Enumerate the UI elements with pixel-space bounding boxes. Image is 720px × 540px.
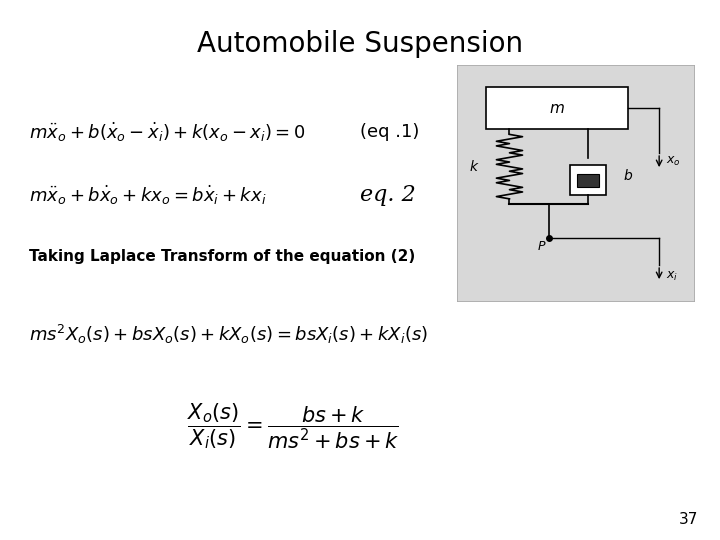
Bar (577, 174, 598, 187)
Bar (570, 165, 606, 195)
Text: eq. 2: eq. 2 (360, 185, 415, 206)
Text: Taking Laplace Transform of the equation (2): Taking Laplace Transform of the equation… (29, 249, 415, 264)
Text: $x_o$: $x_o$ (666, 155, 681, 168)
Bar (486, 87, 629, 129)
Text: $k$: $k$ (469, 159, 479, 174)
Text: $P$: $P$ (537, 240, 546, 253)
Text: $m$: $m$ (549, 100, 565, 116)
Text: $x_i$: $x_i$ (666, 271, 678, 284)
Text: $m\ddot{x}_o + b\dot{x}_o + kx_o = b\dot{x}_i + kx_i$: $m\ddot{x}_o + b\dot{x}_o + kx_o = b\dot… (29, 184, 266, 207)
Text: $ms^2X_o(s) + bsX_o(s) + kX_o(s) = bsX_i(s) + kX_i(s)$: $ms^2X_o(s) + bsX_o(s) + kX_o(s) = bsX_i… (29, 323, 428, 346)
Text: Automobile Suspension: Automobile Suspension (197, 30, 523, 58)
Text: $\dfrac{X_o(s)}{X_i(s)} = \dfrac{bs + k}{ms^2 + bs + k}$: $\dfrac{X_o(s)}{X_i(s)} = \dfrac{bs + k}… (187, 402, 400, 451)
Text: $b$: $b$ (624, 167, 634, 183)
Text: $m\ddot{x}_o + b(\dot{x}_o - \dot{x}_i) + k(x_o - x_i) = 0$: $m\ddot{x}_o + b(\dot{x}_o - \dot{x}_i) … (29, 120, 305, 144)
Text: 37: 37 (679, 511, 698, 526)
FancyBboxPatch shape (457, 65, 695, 302)
Text: (eq .1): (eq .1) (360, 123, 419, 141)
